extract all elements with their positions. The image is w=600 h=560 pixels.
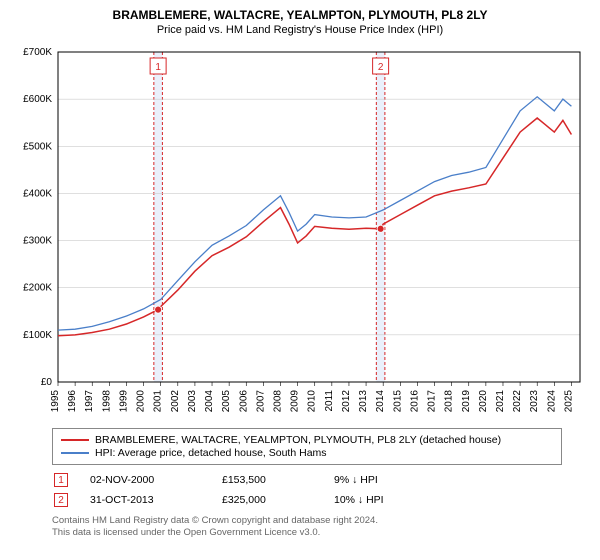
marker-number: 2	[54, 493, 68, 507]
line-chart-svg: £0 £100K £200K £300K £400K £500K £600K £700K 199…	[10, 42, 590, 422]
svg-text:2022: 2022	[512, 390, 523, 413]
svg-text:2020: 2020	[478, 390, 489, 413]
footer-line: This data is licensed under the Open Gov…	[52, 527, 590, 539]
markers-table: 1 02-NOV-2000 £153,500 9% ↓ HPI 2 31-OCT…	[52, 469, 436, 511]
svg-text:2000: 2000	[136, 390, 147, 413]
svg-text:2004: 2004	[204, 390, 215, 413]
legend-item: HPI: Average price, detached house, Sout…	[61, 447, 553, 459]
legend-swatch-icon	[61, 439, 89, 441]
marker-price: £153,500	[222, 474, 332, 486]
svg-text:£300K: £300K	[23, 236, 52, 247]
svg-text:2015: 2015	[392, 390, 403, 413]
svg-text:2013: 2013	[358, 390, 369, 413]
svg-text:2: 2	[378, 62, 384, 73]
legend-text: BRAMBLEMERE, WALTACRE, YEALMPTON, PLYMOU…	[95, 434, 501, 446]
svg-text:£700K: £700K	[23, 47, 52, 58]
svg-text:2018: 2018	[444, 390, 455, 413]
svg-text:2002: 2002	[170, 390, 181, 413]
svg-text:2021: 2021	[495, 390, 506, 413]
svg-text:2016: 2016	[409, 390, 420, 413]
svg-text:2007: 2007	[255, 390, 266, 413]
svg-text:£0: £0	[41, 377, 53, 388]
svg-text:2023: 2023	[529, 390, 540, 413]
svg-text:£500K: £500K	[23, 141, 52, 152]
marker-date: 31-OCT-2013	[90, 494, 220, 506]
svg-text:2006: 2006	[238, 390, 249, 413]
marker-diff: 9% ↓ HPI	[334, 474, 434, 486]
legend-item: BRAMBLEMERE, WALTACRE, YEALMPTON, PLYMOU…	[61, 434, 553, 446]
svg-text:2010: 2010	[307, 390, 318, 413]
marker-date: 02-NOV-2000	[90, 474, 220, 486]
svg-text:2014: 2014	[375, 390, 386, 413]
svg-text:£600K: £600K	[23, 94, 52, 105]
chart-title: BRAMBLEMERE, WALTACRE, YEALMPTON, PLYMOU…	[10, 8, 590, 22]
marker-price: £325,000	[222, 494, 332, 506]
chart-area: £0 £100K £200K £300K £400K £500K £600K £700K 199…	[10, 42, 590, 422]
svg-text:£200K: £200K	[23, 283, 52, 294]
svg-text:2009: 2009	[290, 390, 301, 413]
svg-text:2005: 2005	[221, 390, 232, 413]
chart-container: BRAMBLEMERE, WALTACRE, YEALMPTON, PLYMOU…	[0, 0, 600, 560]
svg-text:2001: 2001	[153, 390, 164, 413]
legend-text: HPI: Average price, detached house, Sout…	[95, 447, 327, 459]
legend-swatch-icon	[61, 452, 89, 454]
svg-text:1997: 1997	[84, 390, 95, 413]
svg-text:1: 1	[155, 62, 161, 73]
legend: BRAMBLEMERE, WALTACRE, YEALMPTON, PLYMOU…	[52, 428, 562, 465]
svg-text:1998: 1998	[101, 390, 112, 413]
svg-text:2012: 2012	[341, 390, 352, 413]
svg-text:£400K: £400K	[23, 188, 52, 199]
footer-line: Contains HM Land Registry data © Crown c…	[52, 515, 590, 527]
table-row: 2 31-OCT-2013 £325,000 10% ↓ HPI	[54, 491, 434, 509]
marker-number: 1	[54, 473, 68, 487]
svg-text:£100K: £100K	[23, 330, 52, 341]
footer-attribution: Contains HM Land Registry data © Crown c…	[52, 515, 590, 539]
svg-text:2003: 2003	[187, 390, 198, 413]
svg-text:2008: 2008	[272, 390, 283, 413]
svg-text:1995: 1995	[50, 390, 61, 413]
svg-text:1996: 1996	[67, 390, 78, 413]
marker-diff: 10% ↓ HPI	[334, 494, 434, 506]
svg-text:2024: 2024	[546, 390, 557, 413]
svg-text:2017: 2017	[427, 390, 438, 413]
svg-text:2025: 2025	[563, 390, 574, 413]
svg-text:2011: 2011	[324, 390, 335, 412]
svg-text:1999: 1999	[118, 390, 129, 413]
chart-subtitle: Price paid vs. HM Land Registry's House …	[10, 24, 590, 36]
table-row: 1 02-NOV-2000 £153,500 9% ↓ HPI	[54, 471, 434, 489]
svg-text:2019: 2019	[461, 390, 472, 413]
